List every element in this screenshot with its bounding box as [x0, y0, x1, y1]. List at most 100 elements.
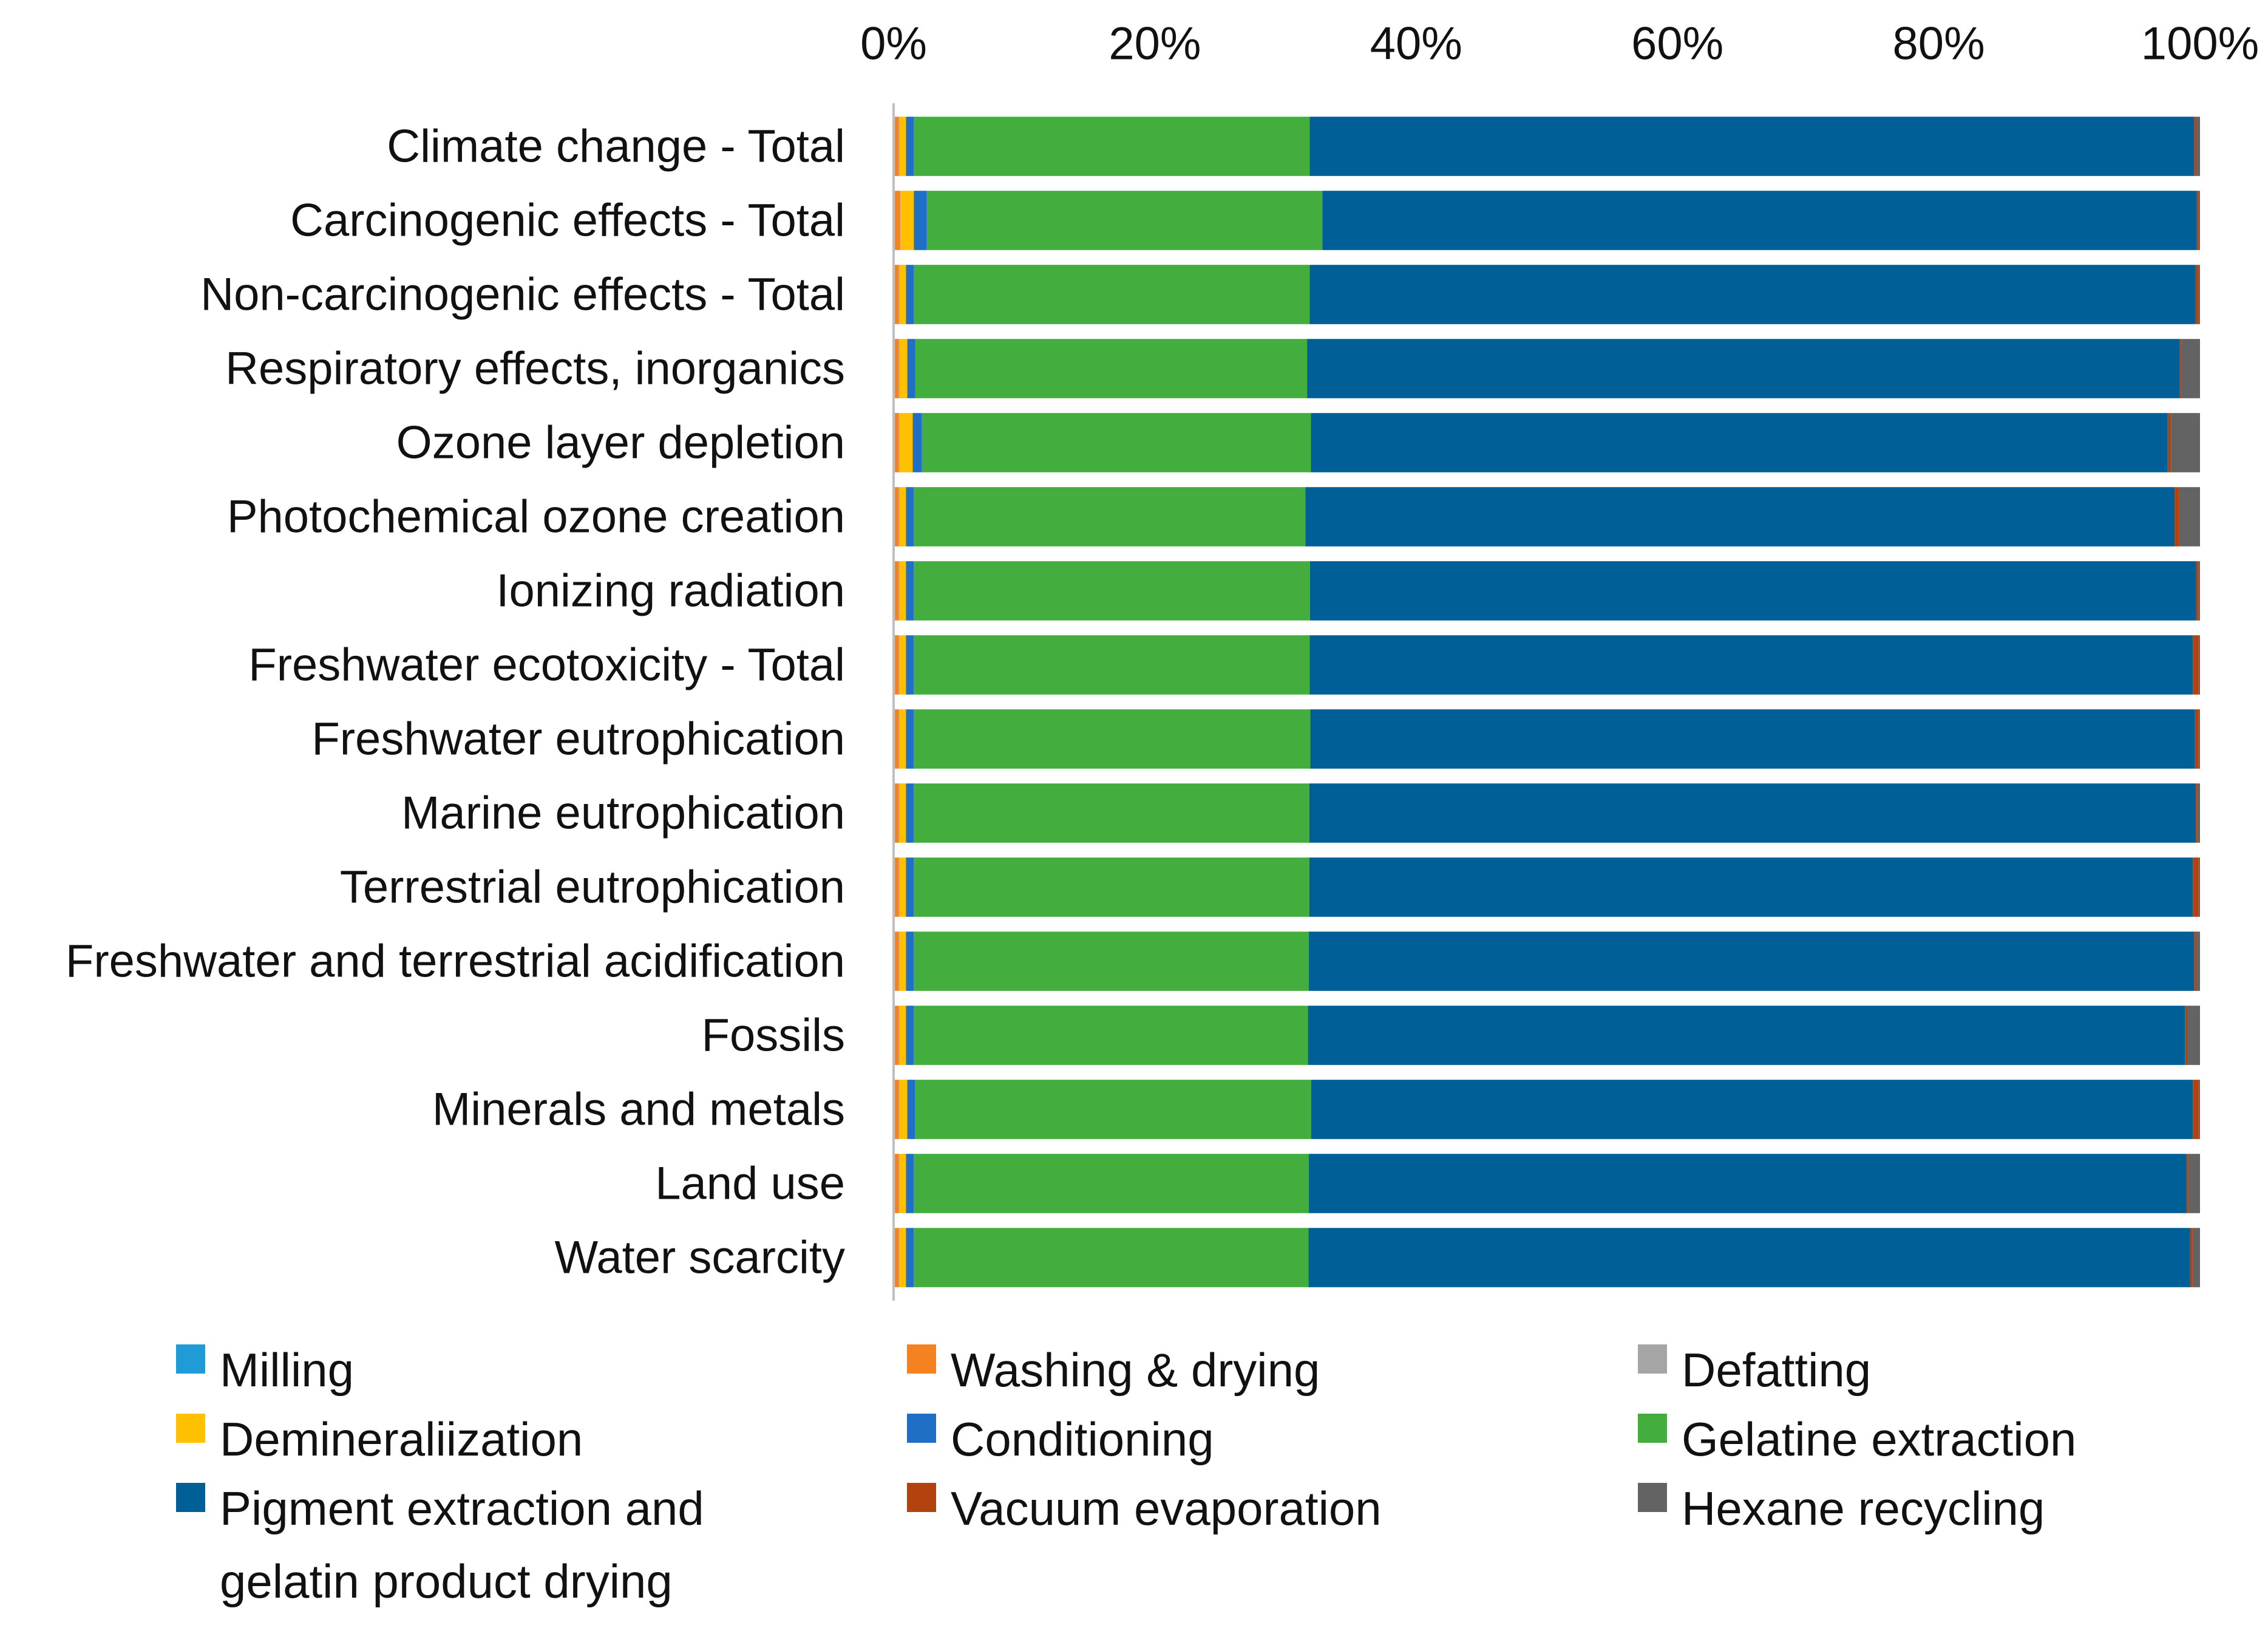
- bar-segment-1-row-0: [895, 117, 899, 176]
- bar-segment-3-row-13: [899, 1080, 908, 1139]
- bar-segment-1-row-13: [895, 1080, 899, 1139]
- bar-segment-1-row-5: [895, 487, 899, 547]
- category-label: Land use: [655, 1158, 845, 1210]
- bar-segment-7-row-0: [2194, 117, 2196, 176]
- bar-segment-6-row-1: [1322, 191, 2197, 250]
- bar-segment-8-row-7: [2198, 635, 2200, 695]
- bar-segment-3-row-2: [899, 265, 906, 324]
- bar-segment-6-row-9: [1309, 783, 2196, 843]
- bar-segment-5-row-15: [914, 1228, 1309, 1287]
- bar-segment-3-row-4: [899, 413, 913, 472]
- x-tick-label: 40%: [1370, 18, 1462, 70]
- category-label: Respiratory effects, inorganics: [225, 343, 845, 395]
- bar-segment-8-row-14: [2188, 1154, 2200, 1213]
- bar-segment-2-row-13: [898, 1080, 900, 1139]
- bar-segment-8-row-1: [2198, 191, 2200, 250]
- bar-segment-7-row-2: [2195, 265, 2199, 324]
- bar-segment-2-row-12: [898, 1006, 900, 1065]
- bar-segment-5-row-8: [914, 709, 1311, 769]
- bar-segment-5-row-9: [914, 783, 1309, 843]
- bar-segment-2-row-1: [900, 191, 901, 250]
- bar-segment-3-row-3: [899, 339, 908, 398]
- bar-segment-5-row-13: [915, 1080, 1311, 1139]
- bar-segment-8-row-11: [2196, 932, 2200, 991]
- category-label: Photochemical ozone creation: [227, 491, 845, 543]
- bar-segment-7-row-8: [2195, 709, 2199, 769]
- bar-segment-8-row-15: [2192, 1228, 2200, 1287]
- bar-segment-1-row-1: [895, 191, 900, 250]
- category-label: Carcinogenic effects - Total: [290, 195, 845, 247]
- bar-segment-4-row-12: [906, 1006, 914, 1065]
- category-label: Freshwater ecotoxicity - Total: [248, 639, 845, 691]
- bar-segment-6-row-2: [1309, 265, 2196, 324]
- bar-segment-2-row-15: [898, 1228, 900, 1287]
- bar-segment-6-row-7: [1309, 635, 2193, 695]
- bar-segment-6-row-13: [1311, 1080, 2193, 1139]
- bar-segment-4-row-2: [906, 265, 914, 324]
- bar-segment-4-row-6: [906, 561, 914, 621]
- bar-segment-7-row-7: [2193, 635, 2199, 695]
- bar-segment-3-row-9: [899, 783, 906, 843]
- bar-segment-6-row-0: [1309, 117, 2195, 176]
- category-label: Ozone layer depletion: [396, 417, 845, 469]
- bar-segment-1-row-7: [895, 635, 899, 695]
- bar-segment-5-row-11: [914, 932, 1309, 991]
- bar-segment-8-row-3: [2181, 339, 2200, 398]
- bar-segment-8-row-6: [2198, 561, 2200, 621]
- bar-segment-3-row-1: [900, 191, 914, 250]
- bar-segment-8-row-12: [2187, 1006, 2200, 1065]
- x-tick-labels: 0% 20% 40% 60% 80% 100%: [860, 18, 2259, 70]
- bar-segment-3-row-6: [899, 561, 906, 621]
- bar-segment-5-row-5: [914, 487, 1306, 547]
- x-tick-label: 60%: [1631, 18, 1723, 70]
- bar-segment-6-row-6: [1309, 561, 2196, 621]
- bar-segment-6-row-5: [1305, 487, 2175, 547]
- bar-segment-3-row-7: [899, 635, 906, 695]
- bar-segment-7-row-14: [2186, 1154, 2188, 1213]
- bar-segment-5-row-2: [914, 265, 1310, 324]
- bar-segment-8-row-8: [2198, 709, 2200, 769]
- bar-segment-7-row-9: [2195, 783, 2198, 843]
- bar-segment-8-row-2: [2198, 265, 2200, 324]
- bar-segment-5-row-12: [914, 1006, 1308, 1065]
- bar-segment-4-row-8: [906, 709, 914, 769]
- bar-segment-6-row-3: [1307, 339, 2180, 398]
- bar-segment-4-row-7: [906, 635, 914, 695]
- bar-segment-2-row-2: [898, 265, 900, 324]
- x-tick-label: 20%: [1109, 18, 1201, 70]
- category-label: Minerals and metals: [432, 1084, 845, 1136]
- bar-segment-6-row-10: [1309, 857, 2193, 917]
- bar-segment-8-row-13: [2198, 1080, 2200, 1139]
- bar-segment-2-row-3: [898, 339, 900, 398]
- bar-segment-3-row-15: [899, 1228, 906, 1287]
- bar-segment-4-row-5: [906, 487, 914, 547]
- bar-segment-7-row-15: [2190, 1228, 2193, 1287]
- bar-segment-3-row-14: [899, 1154, 906, 1213]
- category-labels: Climate change - Total Carcinogenic effec…: [66, 121, 845, 1284]
- bar-segment-5-row-4: [922, 413, 1311, 472]
- x-tick-label: 80%: [1893, 18, 1985, 70]
- bar-segment-6-row-12: [1308, 1006, 2185, 1065]
- bar-segment-3-row-5: [899, 487, 906, 547]
- bar-segment-4-row-15: [906, 1228, 914, 1287]
- bar-segment-1-row-14: [895, 1154, 899, 1213]
- x-tick-label: 100%: [2141, 18, 2259, 70]
- bar-segment-3-row-12: [899, 1006, 906, 1065]
- bar-segment-5-row-14: [914, 1154, 1309, 1213]
- bar-segment-2-row-10: [898, 857, 900, 917]
- bar-segment-7-row-13: [2193, 1080, 2199, 1139]
- bar-segment-6-row-8: [1310, 709, 2195, 769]
- bar-segment-8-row-4: [2171, 413, 2200, 472]
- bar-segment-2-row-6: [898, 561, 900, 621]
- bar-segment-6-row-4: [1311, 413, 2168, 472]
- bar-segment-1-row-15: [895, 1228, 899, 1287]
- bar-segment-6-row-11: [1309, 932, 2195, 991]
- category-label: Ionizing radiation: [496, 565, 845, 617]
- bar-segment-2-row-8: [898, 709, 900, 769]
- bar-segment-2-row-4: [898, 413, 900, 472]
- bar-segment-5-row-6: [914, 561, 1310, 621]
- bar-segment-7-row-1: [2196, 191, 2199, 250]
- bar-segment-4-row-0: [906, 117, 914, 176]
- bar-segment-2-row-9: [898, 783, 900, 843]
